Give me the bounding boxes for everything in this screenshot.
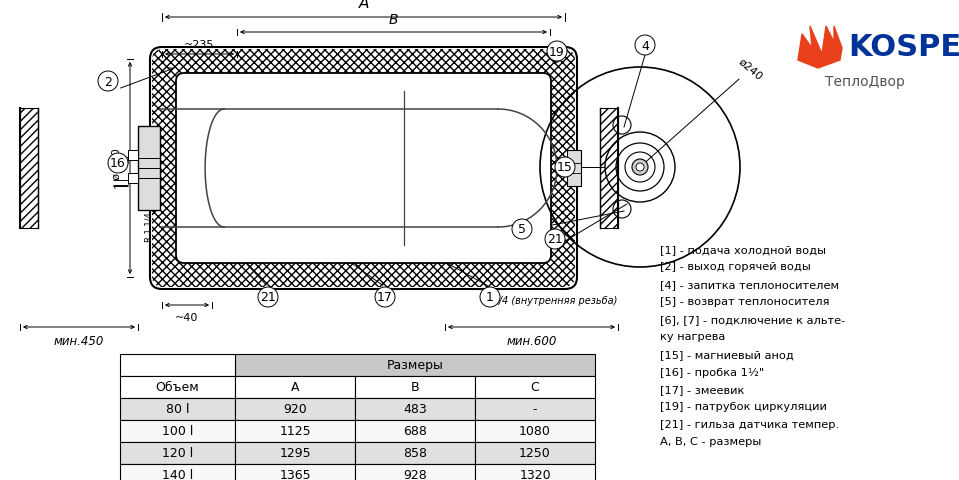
Bar bbox=[600, 109, 618, 228]
Text: KOSPEL: KOSPEL bbox=[848, 34, 959, 62]
Text: А, В, С - размеры: А, В, С - размеры bbox=[660, 437, 761, 446]
Circle shape bbox=[512, 219, 532, 240]
Circle shape bbox=[632, 160, 648, 176]
Text: 1080: 1080 bbox=[519, 425, 550, 438]
Text: [6], [7] - подключение к альте-: [6], [7] - подключение к альте- bbox=[660, 314, 845, 324]
Text: ~235: ~235 bbox=[184, 40, 215, 50]
Text: 2: 2 bbox=[105, 75, 112, 88]
Text: R 1 1/4 (наружная резьба): R 1 1/4 (наружная резьба) bbox=[145, 126, 153, 241]
Text: ку нагрева: ку нагрева bbox=[660, 332, 725, 342]
Bar bbox=[128, 151, 138, 161]
Text: [1] - подача холодной воды: [1] - подача холодной воды bbox=[660, 244, 826, 254]
Bar bbox=[138, 127, 160, 211]
Text: 19: 19 bbox=[550, 46, 565, 59]
Circle shape bbox=[635, 36, 655, 56]
Text: мин.600: мин.600 bbox=[506, 334, 556, 347]
Bar bbox=[355, 442, 475, 464]
Bar bbox=[475, 442, 595, 464]
Bar bbox=[355, 398, 475, 420]
Bar bbox=[120, 442, 235, 464]
Circle shape bbox=[375, 288, 395, 307]
Text: 17: 17 bbox=[377, 291, 393, 304]
Text: [16] - пробка 1½": [16] - пробка 1½" bbox=[660, 367, 764, 377]
Circle shape bbox=[547, 42, 567, 62]
Text: 483: 483 bbox=[403, 403, 427, 416]
Text: 1365: 1365 bbox=[279, 468, 311, 480]
Bar bbox=[235, 420, 355, 442]
Bar bbox=[235, 398, 355, 420]
Text: 1295: 1295 bbox=[279, 446, 311, 459]
Circle shape bbox=[108, 154, 128, 174]
Circle shape bbox=[98, 72, 118, 92]
Bar bbox=[120, 398, 235, 420]
Text: B: B bbox=[410, 381, 419, 394]
Text: 688: 688 bbox=[403, 425, 427, 438]
Text: 80 l: 80 l bbox=[166, 403, 189, 416]
Text: ТеплоДвор: ТеплоДвор bbox=[825, 75, 905, 89]
Text: [5] - возврат теплоносителя: [5] - возврат теплоносителя bbox=[660, 297, 830, 307]
Text: 858: 858 bbox=[403, 446, 427, 459]
Bar bbox=[235, 464, 355, 480]
Text: A: A bbox=[291, 381, 299, 394]
Text: [4] - запитка теплоносителем: [4] - запитка теплоносителем bbox=[660, 279, 839, 289]
Text: Объем: Объем bbox=[155, 381, 199, 394]
Text: Размеры: Размеры bbox=[386, 359, 443, 372]
Text: B: B bbox=[388, 13, 398, 27]
Text: [19] - патрубок циркуляции: [19] - патрубок циркуляции bbox=[660, 402, 827, 412]
Text: 4: 4 bbox=[641, 39, 649, 52]
Text: 1320: 1320 bbox=[519, 468, 550, 480]
Text: G3/4 (внутренняя резьба): G3/4 (внутренняя резьба) bbox=[485, 295, 618, 305]
Bar bbox=[355, 376, 475, 398]
Text: [21] - гильза датчика темпер.: [21] - гильза датчика темпер. bbox=[660, 419, 839, 429]
Text: -: - bbox=[533, 403, 537, 416]
Text: [2] - выход горячей воды: [2] - выход горячей воды bbox=[660, 262, 811, 272]
Bar bbox=[567, 151, 581, 187]
Text: 928: 928 bbox=[403, 468, 427, 480]
Polygon shape bbox=[798, 27, 842, 69]
Bar bbox=[235, 442, 355, 464]
Text: A: A bbox=[359, 0, 368, 11]
Bar bbox=[120, 354, 235, 376]
Text: 16: 16 bbox=[110, 157, 126, 170]
Bar bbox=[475, 420, 595, 442]
Circle shape bbox=[636, 164, 644, 172]
Text: 1: 1 bbox=[486, 291, 494, 304]
Bar bbox=[355, 420, 475, 442]
Bar bbox=[355, 464, 475, 480]
FancyBboxPatch shape bbox=[150, 48, 577, 289]
Text: 21: 21 bbox=[260, 291, 276, 304]
Text: C: C bbox=[530, 381, 539, 394]
Text: [17] - змеевик: [17] - змеевик bbox=[660, 384, 744, 394]
Bar bbox=[20, 109, 38, 228]
Bar bbox=[235, 376, 355, 398]
Text: 15: 15 bbox=[557, 161, 573, 174]
FancyBboxPatch shape bbox=[176, 74, 551, 264]
Bar bbox=[120, 376, 235, 398]
Bar bbox=[120, 420, 235, 442]
Text: мин.450: мин.450 bbox=[54, 334, 105, 347]
Text: 140 l: 140 l bbox=[162, 468, 193, 480]
Text: 920: 920 bbox=[283, 403, 307, 416]
Text: ~40: ~40 bbox=[175, 312, 199, 323]
Bar bbox=[120, 464, 235, 480]
Text: [15] - магниевый анод: [15] - магниевый анод bbox=[660, 349, 794, 359]
Bar bbox=[475, 398, 595, 420]
Bar bbox=[235, 354, 595, 376]
Text: 1125: 1125 bbox=[279, 425, 311, 438]
Bar bbox=[475, 376, 595, 398]
Text: 5: 5 bbox=[518, 223, 526, 236]
Text: 21: 21 bbox=[548, 233, 563, 246]
Text: 100 l: 100 l bbox=[162, 425, 193, 438]
Text: 120 l: 120 l bbox=[162, 446, 193, 459]
Circle shape bbox=[258, 288, 278, 307]
Circle shape bbox=[555, 157, 575, 178]
Text: 1250: 1250 bbox=[519, 446, 550, 459]
Text: ø240: ø240 bbox=[737, 56, 765, 82]
Bar bbox=[128, 174, 138, 184]
Text: ~ø 490: ~ø 490 bbox=[112, 148, 122, 189]
Circle shape bbox=[480, 288, 500, 307]
Circle shape bbox=[545, 229, 565, 250]
Bar bbox=[475, 464, 595, 480]
